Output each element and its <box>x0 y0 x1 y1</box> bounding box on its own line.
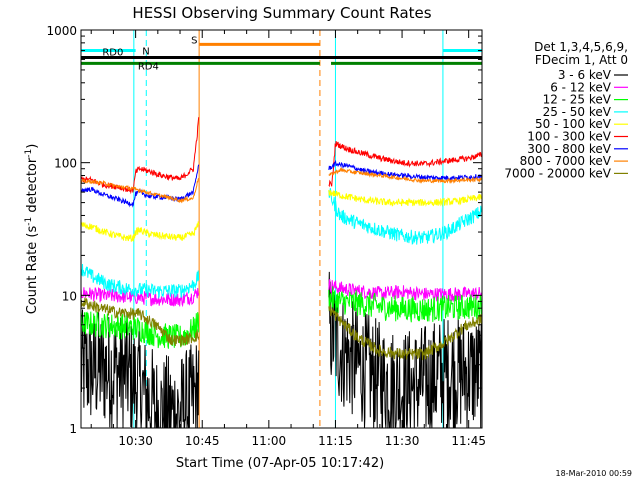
x-tick-label-5: 11:45 <box>451 434 486 448</box>
y-tick-label-3: 1000 <box>46 24 77 38</box>
legend-label-1: 6 - 12 keV <box>550 80 612 94</box>
legend-label-3: 25 - 50 keV <box>543 105 612 119</box>
y-axis-label-main: Count Rate (s <box>25 226 40 315</box>
x-tick-label-1: 10:45 <box>185 434 220 448</box>
series-line-6-post <box>328 159 483 182</box>
flag-label-rd4: RD4 <box>138 61 159 72</box>
series-line-4-post <box>328 189 483 207</box>
y-axis-label-end: ) <box>25 144 40 149</box>
legend-label-8: 7000 - 20000 keV <box>504 166 611 180</box>
series-line-1-pre <box>80 287 200 308</box>
x-axis-label: Start Time (07-Apr-05 10:17:42) <box>176 456 384 471</box>
y-axis-label: Count Rate (s-1 detector-1) <box>24 144 40 315</box>
legend-label-5: 100 - 300 keV <box>527 130 611 144</box>
series-line-3-post <box>328 188 483 245</box>
series-line-0-post <box>328 271 483 429</box>
flag-label-s: S <box>191 35 197 46</box>
state-flag-bars: N S RD0 RD4 <box>81 35 482 72</box>
series-line-2-post <box>328 286 483 323</box>
legend-label-4: 50 - 100 keV <box>535 117 612 131</box>
flag-label-rd0: RD0 <box>102 48 123 59</box>
series-line-4-pre <box>80 221 200 242</box>
y-tick-label-0: 1 <box>69 422 77 436</box>
legend-header-line-2: FDecim 1, Att 0 <box>535 53 628 67</box>
x-tick-label-0: 10:30 <box>118 434 153 448</box>
y-axis-label-mid: detector <box>25 157 40 217</box>
series-line-5-post <box>328 140 483 188</box>
y-tick-label-1: 10 <box>62 289 77 303</box>
chart-title: HESSI Observing Summary Count Rates <box>132 4 431 22</box>
series-line-7-post <box>328 166 483 185</box>
y-axis-label-sup2: -1 <box>24 149 34 158</box>
legend-label-2: 12 - 25 keV <box>543 93 612 107</box>
x-tick-label-2: 11:00 <box>252 434 287 448</box>
series-line-8-pre <box>80 297 200 347</box>
x-tick-label-3: 11:15 <box>318 434 353 448</box>
count-rate-series <box>80 117 483 429</box>
x-axis-ticks: 10:30 10:45 11:00 11:15 11:30 11:45 <box>90 30 486 448</box>
series-line-7-pre <box>80 177 200 204</box>
legend-header-line-1: Det 1,3,4,5,6,9, <box>534 40 628 54</box>
series-line-3-pre <box>80 263 200 300</box>
y-axis-label-sup1: -1 <box>24 217 34 226</box>
legend-label-6: 300 - 800 keV <box>527 142 611 156</box>
x-tick-label-4: 11:30 <box>385 434 420 448</box>
legend-label-7: 800 - 7000 keV <box>520 154 612 168</box>
flag-label-n: N <box>142 47 149 58</box>
y-tick-label-2: 100 <box>54 157 77 171</box>
legend: Det 1,3,4,5,6,9, FDecim 1, Att 0 3 - 6 k… <box>504 40 628 180</box>
y-axis-ticks: 1 10 100 1000 <box>46 24 482 436</box>
legend-label-0: 3 - 6 keV <box>558 68 612 82</box>
series-line-8-post <box>328 304 483 361</box>
series-line-0-pre <box>80 309 200 429</box>
footer-date: 18-Mar-2010 00:59 <box>556 469 633 478</box>
plot-frame <box>80 29 483 429</box>
